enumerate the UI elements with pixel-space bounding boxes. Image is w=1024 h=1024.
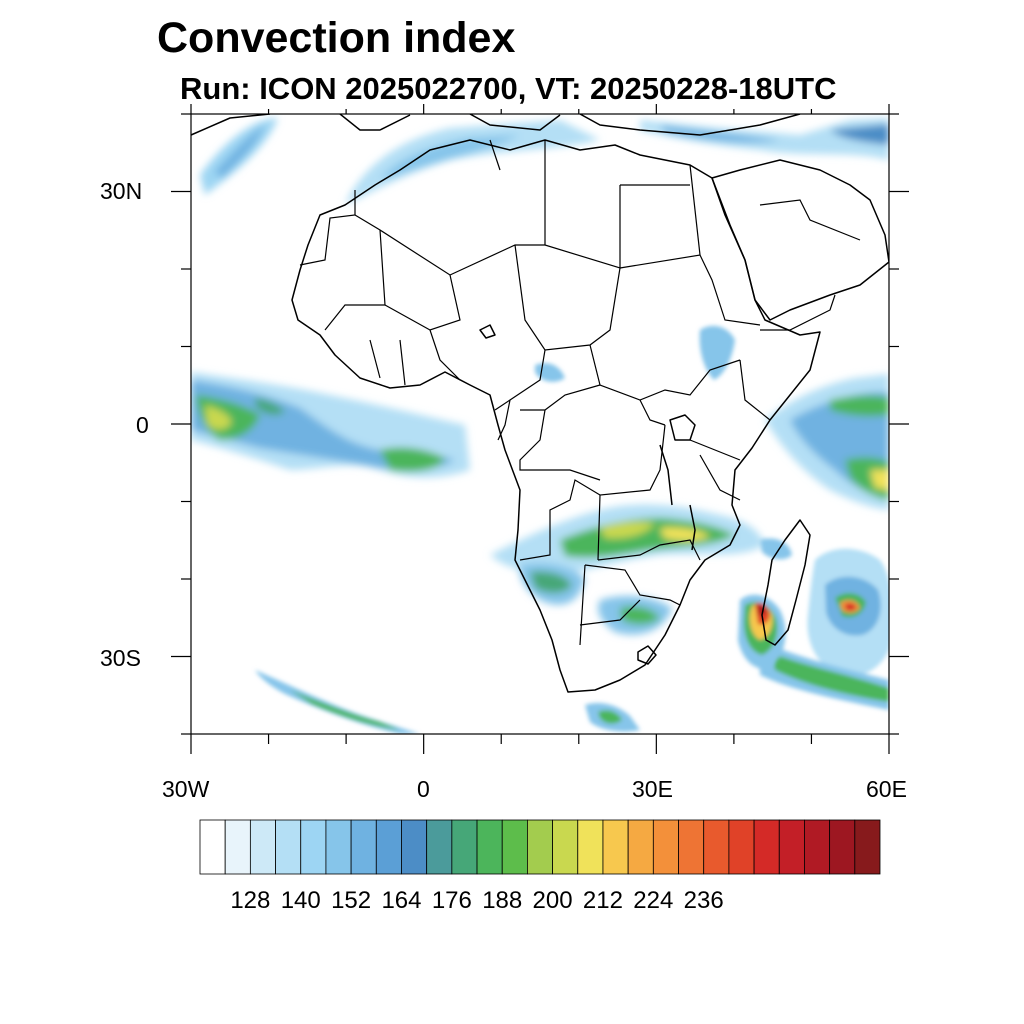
colorbar-swatch — [527, 819, 553, 875]
lake-tanganyika — [659, 444, 673, 506]
coastlines — [191, 114, 889, 693]
colorbar-swatch — [325, 819, 352, 875]
colorbar-swatch — [652, 819, 679, 875]
colorbar-label: 236 — [683, 887, 724, 914]
colorbar-label: 176 — [431, 887, 472, 914]
colorbar-label: 128 — [230, 887, 271, 914]
colorbar-swatch — [602, 819, 629, 875]
colorbar-swatch — [728, 819, 755, 875]
colorbar-swatch — [401, 819, 428, 875]
x-tick-30e: 30E — [632, 776, 673, 802]
x-tick-0: 0 — [417, 776, 430, 802]
colorbar-swatch — [854, 819, 881, 875]
chart-title: Convection index — [157, 14, 516, 62]
lake-chad — [479, 324, 496, 339]
colorbar-swatch — [300, 819, 327, 875]
colorbar-swatch — [627, 819, 654, 875]
y-tick-30s: 30S — [100, 645, 141, 671]
lake-victoria — [669, 414, 696, 441]
y-tick-30n: 30N — [100, 178, 143, 204]
colorbar-swatch — [350, 819, 377, 875]
colorbar-label: 200 — [532, 887, 573, 914]
colorbar-label: 152 — [331, 887, 372, 914]
field-south-atlantic — [255, 670, 640, 734]
country-borders — [299, 139, 861, 646]
colorbar-label: 188 — [482, 887, 523, 914]
colorbar-swatch — [275, 819, 302, 875]
colorbar-label: 212 — [582, 887, 623, 914]
field-atlantic — [191, 372, 470, 478]
colorbar-swatch — [778, 819, 805, 875]
lesotho-border — [637, 645, 657, 665]
colorbar-swatch — [501, 819, 528, 875]
colorbar-swatch — [476, 819, 503, 875]
convection-fields — [191, 118, 889, 734]
colorbar-label: 224 — [633, 887, 674, 914]
colorbar-swatch — [753, 819, 780, 875]
y-tick-0: 0 — [136, 412, 149, 438]
arabia-coastline — [711, 159, 889, 321]
field-mediterranean — [200, 118, 889, 205]
field-east-africa — [535, 325, 735, 382]
colorbar-swatch — [829, 819, 856, 875]
colorbar-swatch — [426, 819, 453, 875]
field-indian-ocean — [765, 374, 889, 510]
x-tick-60e: 60E — [866, 776, 907, 802]
colorbar-label: 164 — [381, 887, 422, 914]
x-tick-30w: 30W — [162, 776, 210, 802]
colorbar-swatch — [199, 819, 226, 875]
colorbar-swatch — [224, 819, 251, 875]
colorbar-swatch — [678, 819, 705, 875]
axis-ticks — [171, 104, 909, 754]
lake-malawi — [689, 504, 696, 551]
madagascar-coastline — [761, 519, 811, 646]
colorbar-label: 140 — [280, 887, 321, 914]
africa-coastline — [291, 139, 821, 693]
colorbar-swatch — [552, 819, 579, 875]
field-cyclone — [760, 548, 889, 710]
colorbar-swatch — [375, 819, 402, 875]
chart-subtitle: Run: ICON 2025022700, VT: 20250228-18UTC — [180, 71, 837, 106]
colorbar-swatch — [451, 819, 478, 875]
colorbar-swatch — [804, 819, 831, 875]
field-southern-africa — [490, 504, 765, 635]
colorbar-swatch — [577, 819, 604, 875]
colorbar — [199, 819, 881, 875]
colorbar-swatch — [249, 819, 276, 875]
colorbar-swatch — [703, 819, 730, 875]
europe-coastline — [191, 114, 801, 136]
